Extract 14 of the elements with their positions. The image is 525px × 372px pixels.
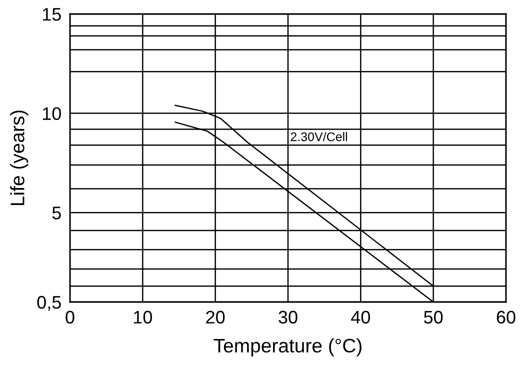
- x-tick-label: 60: [496, 310, 516, 324]
- x-tick-label: 30: [278, 310, 298, 324]
- y-tick-label: 5: [52, 206, 61, 220]
- x-tick-label: 40: [351, 310, 370, 324]
- x-tick-label: 10: [134, 310, 152, 324]
- annotation: 2.30V/Cell: [290, 132, 348, 142]
- y-tick-label: 15: [42, 8, 61, 21]
- y-tick-label: 0,5: [37, 296, 61, 311]
- x-tick-label: 50: [424, 310, 443, 324]
- x-tick-label: 20: [206, 310, 225, 324]
- y-tick-label: 10: [42, 107, 61, 120]
- x-tick-label: 0: [66, 310, 74, 324]
- y-axis-title: Life (years): [10, 110, 28, 206]
- x-axis-title: Temperature (°C): [214, 338, 362, 356]
